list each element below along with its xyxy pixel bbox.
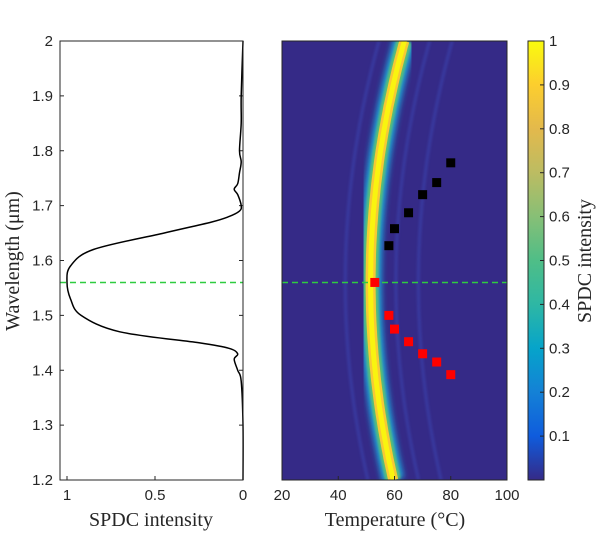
red-marker xyxy=(446,370,456,380)
ridge-side-lobe xyxy=(343,41,381,480)
red-marker xyxy=(370,277,380,287)
temperature-tick-labels: 20 40 60 80 100 xyxy=(274,487,520,504)
spectrum-intensity-tick-label: 1 xyxy=(63,487,71,504)
spectrum-intensity-tick-labels: 1 0.5 0 xyxy=(63,487,247,504)
colorbar-tick-label: 0.1 xyxy=(549,428,570,445)
black-marker xyxy=(418,190,428,200)
colorbar-tick-label: 0.2 xyxy=(549,384,570,401)
heatmap-panel: 20 40 60 80 100 Temperature (°C) xyxy=(274,40,520,531)
colorbar-gradient xyxy=(528,41,544,480)
red-marker xyxy=(390,324,399,334)
colorbar-tick-label: 0.6 xyxy=(549,209,570,226)
red-marker xyxy=(404,337,414,347)
colorbar-label: SPDC intensity xyxy=(574,199,596,323)
colorbar-tick-label: 0.5 xyxy=(549,253,570,270)
wavelength-tick-label: 1.5 xyxy=(32,307,53,324)
spectrum-line xyxy=(66,40,244,481)
black-marker xyxy=(404,208,414,218)
temperature-tick-label: 100 xyxy=(494,487,519,504)
marker-group xyxy=(370,158,456,380)
temperature-tick-label: 60 xyxy=(386,487,403,504)
spectrum-plot-area xyxy=(60,41,243,480)
temperature-tick-label: 80 xyxy=(442,487,459,504)
temperature-tick-label: 20 xyxy=(274,487,291,504)
red-marker xyxy=(432,357,442,367)
black-marker xyxy=(446,158,456,168)
colorbar-tick-label: 0.4 xyxy=(549,296,570,313)
spectrum-panel: 1.21.31.41.51.61.71.81.92 1 0.5 0 SPDC int… xyxy=(2,33,247,531)
heatmap-ridge xyxy=(343,41,454,480)
ridge-peak xyxy=(368,41,407,480)
colorbar-tick-label: 0.7 xyxy=(549,165,570,182)
spectrum-axes-box xyxy=(59,40,244,481)
spectrum-intensity-tick-label: 0.5 xyxy=(145,487,166,504)
red-marker xyxy=(418,349,428,359)
spectrum-x-axis-label: SPDC intensity xyxy=(89,509,213,531)
black-marker xyxy=(384,241,394,251)
ridge-side-lobe xyxy=(394,41,432,480)
colorbar-tick-label: 0.9 xyxy=(549,77,570,94)
colorbar-tick-label: 1 xyxy=(549,33,557,50)
wavelength-tick-label: 1.6 xyxy=(32,253,53,270)
heatmap-axes-box xyxy=(281,40,508,481)
temperature-axis-label: Temperature (°C) xyxy=(325,509,465,531)
colorbar-ticks: 0.1 0.2 0.3 0.4 0.5 0.6 0.7 0.8 0.9 1 xyxy=(540,33,570,445)
colorbar: 0.1 0.2 0.3 0.4 0.5 0.6 0.7 0.8 0.9 1 SPDC intens… xyxy=(527,33,596,481)
black-marker xyxy=(390,224,399,234)
wavelength-tick-label: 1.9 xyxy=(32,88,53,105)
temperature-tick-label: 40 xyxy=(330,487,347,504)
ridge-side-lobe xyxy=(416,41,454,480)
black-marker xyxy=(432,178,442,188)
spectrum-intensity-tick-label: 0 xyxy=(239,487,247,504)
wavelength-tick-label: 2 xyxy=(45,33,53,50)
colorbar-tick-label: 0.8 xyxy=(549,121,570,138)
wavelength-tick-label: 1.3 xyxy=(32,417,53,434)
wavelength-tick-labels: 1.2 1.3 1.4 1.5 1.6 1.7 1.8 1.9 2 xyxy=(32,33,53,489)
wavelength-tick-label: 1.4 xyxy=(32,362,53,379)
colorbar-tick-label: 0.3 xyxy=(549,340,570,357)
wavelength-tick-label: 1.8 xyxy=(32,143,53,160)
wavelength-tick-label: 1.7 xyxy=(32,198,53,215)
red-marker xyxy=(384,310,394,320)
wavelength-tick-label: 1.2 xyxy=(32,472,53,489)
wavelength-axis-label: Wavelength (μm) xyxy=(2,191,24,331)
